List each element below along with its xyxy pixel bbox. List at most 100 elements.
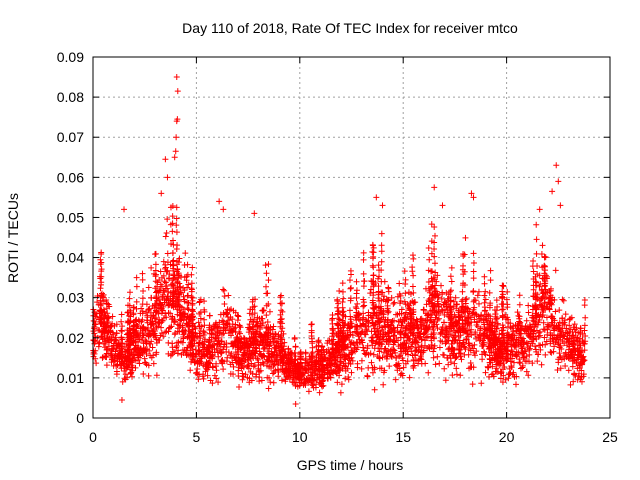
data-point (539, 313, 546, 320)
data-point (431, 239, 438, 246)
data-point (433, 278, 440, 285)
data-point (375, 331, 382, 338)
data-point (287, 365, 294, 372)
data-point (249, 328, 256, 335)
data-point (139, 295, 146, 302)
data-point (410, 319, 417, 326)
data-point (370, 312, 377, 319)
data-point (468, 190, 475, 197)
data-point (533, 250, 540, 257)
data-point (311, 365, 318, 372)
data-point (189, 300, 196, 307)
data-points (90, 74, 589, 407)
data-point (181, 313, 188, 320)
data-point (549, 188, 556, 195)
data-point (335, 307, 342, 314)
data-point (188, 285, 195, 292)
data-point (91, 350, 98, 357)
data-point (264, 318, 271, 325)
data-point (124, 309, 131, 316)
data-point (144, 346, 151, 353)
data-point (164, 267, 171, 274)
data-point (530, 268, 537, 275)
data-point (428, 319, 435, 326)
data-point (225, 292, 232, 299)
data-point (353, 278, 360, 285)
data-point (115, 343, 122, 350)
data-point (520, 354, 527, 361)
data-point (409, 268, 416, 275)
data-point (126, 325, 133, 332)
data-point (554, 341, 561, 348)
data-point (265, 261, 272, 268)
data-point (180, 293, 187, 300)
data-point (248, 377, 255, 384)
data-point (465, 351, 472, 358)
data-point (523, 368, 530, 375)
data-point (220, 206, 227, 213)
data-point (557, 202, 564, 209)
x-tick-label: 15 (395, 429, 411, 445)
data-point (438, 282, 445, 289)
data-point (195, 319, 202, 326)
data-point (480, 348, 487, 355)
data-point (315, 358, 322, 365)
data-point (166, 271, 173, 278)
data-point (289, 378, 296, 385)
data-point (170, 319, 177, 326)
data-point (360, 256, 367, 263)
data-point (244, 350, 251, 357)
data-point (438, 330, 445, 337)
data-point (255, 362, 262, 369)
data-point (431, 342, 438, 349)
data-point (329, 315, 336, 322)
data-point (127, 371, 134, 378)
data-point (488, 327, 495, 334)
data-point (127, 329, 134, 336)
data-point (524, 344, 531, 351)
data-point (468, 326, 475, 333)
data-point (348, 339, 355, 346)
data-point (157, 268, 164, 275)
data-point (542, 351, 549, 358)
data-point (442, 340, 449, 347)
data-point (209, 363, 216, 370)
data-point (184, 305, 191, 312)
data-point (432, 361, 439, 368)
data-point (348, 284, 355, 291)
data-point (152, 273, 159, 280)
data-point (428, 337, 435, 344)
data-point (174, 116, 181, 123)
data-point (251, 334, 258, 341)
data-point (326, 370, 333, 377)
data-point (352, 348, 359, 355)
data-point (416, 356, 423, 363)
data-point (562, 362, 569, 369)
data-point (434, 316, 441, 323)
data-point (233, 335, 240, 342)
data-point (447, 328, 454, 335)
data-point (157, 302, 164, 309)
data-point (148, 264, 155, 271)
data-point (360, 249, 367, 256)
data-point (252, 350, 259, 357)
data-point (552, 267, 559, 274)
data-point (548, 319, 555, 326)
data-point (578, 361, 585, 368)
data-point (193, 370, 200, 377)
data-point (176, 328, 183, 335)
data-point (174, 294, 181, 301)
data-point (475, 300, 482, 307)
data-point (378, 365, 385, 372)
data-point (238, 344, 245, 351)
data-point (395, 360, 402, 367)
data-point (431, 223, 438, 230)
data-point (169, 295, 176, 302)
data-point (333, 363, 340, 370)
data-point (303, 375, 310, 382)
data-point (494, 348, 501, 355)
data-point (396, 310, 403, 317)
data-point (564, 335, 571, 342)
data-point (164, 250, 171, 257)
